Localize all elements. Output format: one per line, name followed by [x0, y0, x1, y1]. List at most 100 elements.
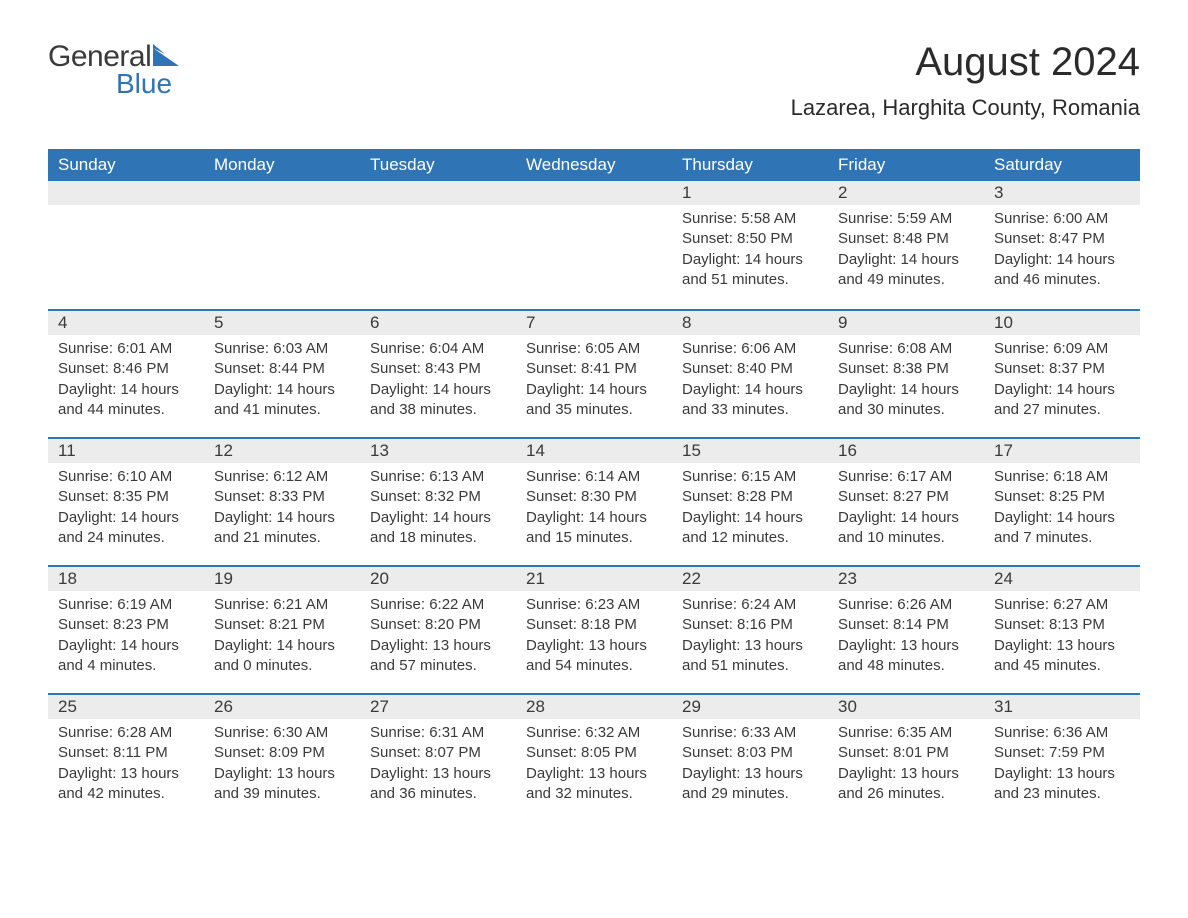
calendar-day-cell: 28Sunrise: 6:32 AMSunset: 8:05 PMDayligh…	[516, 693, 672, 821]
day-number: 3	[984, 181, 1140, 205]
day-number: 19	[204, 565, 360, 591]
daylight-line: Daylight: 14 hours and 35 minutes.	[526, 380, 662, 421]
sunset-line: Sunset: 8:37 PM	[994, 359, 1130, 379]
day-number: 24	[984, 565, 1140, 591]
day-number: 9	[828, 309, 984, 335]
day-details: Sunrise: 6:05 AMSunset: 8:41 PMDaylight:…	[516, 335, 672, 428]
day-number: 1	[672, 181, 828, 205]
sunrise-line: Sunrise: 6:23 AM	[526, 595, 662, 615]
sunset-line: Sunset: 8:33 PM	[214, 487, 350, 507]
weekday-header: Monday	[204, 149, 360, 181]
day-number: 20	[360, 565, 516, 591]
sunrise-line: Sunrise: 6:09 AM	[994, 339, 1130, 359]
sunrise-line: Sunrise: 6:19 AM	[58, 595, 194, 615]
header: General Blue August 2024 Lazarea, Harghi…	[48, 40, 1140, 121]
day-number: 11	[48, 437, 204, 463]
day-details: Sunrise: 6:17 AMSunset: 8:27 PMDaylight:…	[828, 463, 984, 556]
sunset-line: Sunset: 8:46 PM	[58, 359, 194, 379]
calendar-day-cell: 5Sunrise: 6:03 AMSunset: 8:44 PMDaylight…	[204, 309, 360, 437]
daylight-line: Daylight: 13 hours and 29 minutes.	[682, 764, 818, 805]
day-number: 16	[828, 437, 984, 463]
calendar-day-cell: 24Sunrise: 6:27 AMSunset: 8:13 PMDayligh…	[984, 565, 1140, 693]
calendar-day-cell: 6Sunrise: 6:04 AMSunset: 8:43 PMDaylight…	[360, 309, 516, 437]
calendar-day-cell: 27Sunrise: 6:31 AMSunset: 8:07 PMDayligh…	[360, 693, 516, 821]
daylight-line: Daylight: 13 hours and 45 minutes.	[994, 636, 1130, 677]
daylight-line: Daylight: 13 hours and 23 minutes.	[994, 764, 1130, 805]
sunset-line: Sunset: 8:50 PM	[682, 229, 818, 249]
sunrise-line: Sunrise: 6:13 AM	[370, 467, 506, 487]
sunrise-line: Sunrise: 6:27 AM	[994, 595, 1130, 615]
sunrise-line: Sunrise: 6:06 AM	[682, 339, 818, 359]
day-details: Sunrise: 6:35 AMSunset: 8:01 PMDaylight:…	[828, 719, 984, 812]
day-details: Sunrise: 6:26 AMSunset: 8:14 PMDaylight:…	[828, 591, 984, 684]
day-details: Sunrise: 6:09 AMSunset: 8:37 PMDaylight:…	[984, 335, 1140, 428]
calendar-day-cell: 13Sunrise: 6:13 AMSunset: 8:32 PMDayligh…	[360, 437, 516, 565]
sunrise-line: Sunrise: 6:28 AM	[58, 723, 194, 743]
sunrise-line: Sunrise: 6:14 AM	[526, 467, 662, 487]
daylight-line: Daylight: 13 hours and 48 minutes.	[838, 636, 974, 677]
daylight-line: Daylight: 14 hours and 12 minutes.	[682, 508, 818, 549]
sunset-line: Sunset: 8:28 PM	[682, 487, 818, 507]
calendar-day-cell: 26Sunrise: 6:30 AMSunset: 8:09 PMDayligh…	[204, 693, 360, 821]
daylight-line: Daylight: 14 hours and 44 minutes.	[58, 380, 194, 421]
calendar-week-row: 18Sunrise: 6:19 AMSunset: 8:23 PMDayligh…	[48, 565, 1140, 693]
sunset-line: Sunset: 8:44 PM	[214, 359, 350, 379]
day-details: Sunrise: 6:10 AMSunset: 8:35 PMDaylight:…	[48, 463, 204, 556]
calendar-day-cell: 15Sunrise: 6:15 AMSunset: 8:28 PMDayligh…	[672, 437, 828, 565]
daylight-line: Daylight: 14 hours and 49 minutes.	[838, 250, 974, 291]
calendar-empty-cell	[360, 181, 516, 309]
sunset-line: Sunset: 8:38 PM	[838, 359, 974, 379]
day-details: Sunrise: 6:22 AMSunset: 8:20 PMDaylight:…	[360, 591, 516, 684]
daylight-line: Daylight: 14 hours and 24 minutes.	[58, 508, 194, 549]
calendar-empty-cell	[48, 181, 204, 309]
sunrise-line: Sunrise: 6:01 AM	[58, 339, 194, 359]
sunrise-line: Sunrise: 6:31 AM	[370, 723, 506, 743]
empty-daynum	[360, 181, 516, 205]
sunrise-line: Sunrise: 6:05 AM	[526, 339, 662, 359]
daylight-line: Daylight: 14 hours and 7 minutes.	[994, 508, 1130, 549]
calendar-day-cell: 29Sunrise: 6:33 AMSunset: 8:03 PMDayligh…	[672, 693, 828, 821]
sunset-line: Sunset: 8:43 PM	[370, 359, 506, 379]
calendar-day-cell: 4 Sunrise: 6:01 AMSunset: 8:46 PMDaylight…	[48, 309, 204, 437]
day-details: Sunrise: 6:04 AMSunset: 8:43 PMDaylight:…	[360, 335, 516, 428]
day-number: 26	[204, 693, 360, 719]
day-details: Sunrise: 5:58 AMSunset: 8:50 PMDaylight:…	[672, 205, 828, 298]
sunrise-line: Sunrise: 6:15 AM	[682, 467, 818, 487]
daylight-line: Daylight: 14 hours and 4 minutes.	[58, 636, 194, 677]
logo-triangle-icon	[153, 44, 185, 71]
sunset-line: Sunset: 8:16 PM	[682, 615, 818, 635]
sunset-line: Sunset: 8:14 PM	[838, 615, 974, 635]
sunrise-line: Sunrise: 6:22 AM	[370, 595, 506, 615]
day-details: Sunrise: 6:06 AMSunset: 8:40 PMDaylight:…	[672, 335, 828, 428]
daylight-line: Daylight: 14 hours and 10 minutes.	[838, 508, 974, 549]
day-number: 25	[48, 693, 204, 719]
day-details: Sunrise: 6:27 AMSunset: 8:13 PMDaylight:…	[984, 591, 1140, 684]
calendar-week-row: 1Sunrise: 5:58 AMSunset: 8:50 PMDaylight…	[48, 181, 1140, 309]
sunrise-line: Sunrise: 6:21 AM	[214, 595, 350, 615]
daylight-line: Daylight: 14 hours and 30 minutes.	[838, 380, 974, 421]
day-number: 2	[828, 181, 984, 205]
calendar-day-cell: 16Sunrise: 6:17 AMSunset: 8:27 PMDayligh…	[828, 437, 984, 565]
calendar-empty-cell	[516, 181, 672, 309]
calendar-day-cell: 23Sunrise: 6:26 AMSunset: 8:14 PMDayligh…	[828, 565, 984, 693]
weekday-header: Thursday	[672, 149, 828, 181]
day-number: 4	[48, 309, 204, 335]
sunrise-line: Sunrise: 6:03 AM	[214, 339, 350, 359]
sunrise-line: Sunrise: 6:30 AM	[214, 723, 350, 743]
day-number: 27	[360, 693, 516, 719]
sunset-line: Sunset: 8:40 PM	[682, 359, 818, 379]
day-details: Sunrise: 6:15 AMSunset: 8:28 PMDaylight:…	[672, 463, 828, 556]
calendar-day-cell: 3Sunrise: 6:00 AMSunset: 8:47 PMDaylight…	[984, 181, 1140, 309]
sunrise-line: Sunrise: 6:04 AM	[370, 339, 506, 359]
calendar-day-cell: 20Sunrise: 6:22 AMSunset: 8:20 PMDayligh…	[360, 565, 516, 693]
calendar-day-cell: 31Sunrise: 6:36 AMSunset: 7:59 PMDayligh…	[984, 693, 1140, 821]
day-number: 18	[48, 565, 204, 591]
day-details: Sunrise: 6:03 AMSunset: 8:44 PMDaylight:…	[204, 335, 360, 428]
daylight-line: Daylight: 13 hours and 39 minutes.	[214, 764, 350, 805]
sunset-line: Sunset: 8:21 PM	[214, 615, 350, 635]
sunset-line: Sunset: 8:47 PM	[994, 229, 1130, 249]
empty-daynum	[204, 181, 360, 205]
daylight-line: Daylight: 14 hours and 41 minutes.	[214, 380, 350, 421]
logo: General Blue	[48, 40, 185, 100]
weekday-header: Sunday	[48, 149, 204, 181]
